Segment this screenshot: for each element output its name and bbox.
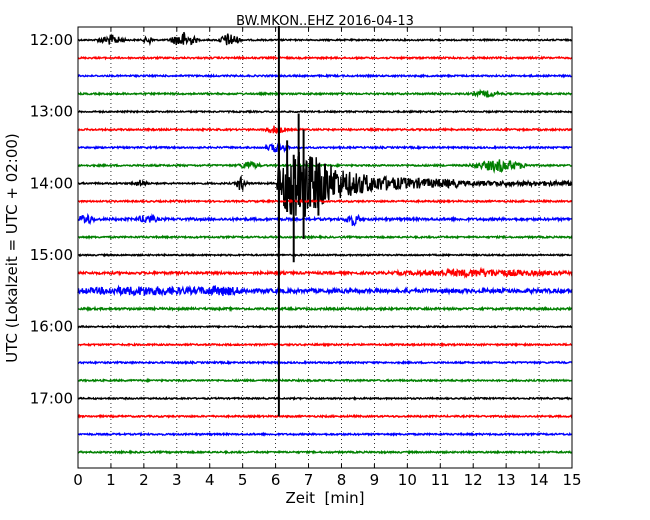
x-tick-label: 2 [139,471,149,489]
trace-row-1530 [77,284,573,297]
y-tick-label: 15:00 [30,246,73,264]
x-tick-label: 6 [271,471,281,489]
trace-row-1245 [77,88,573,99]
x-tick-label: 13 [497,471,516,489]
x-tick-label: 14 [530,471,549,489]
trace-row-1445 [77,234,573,241]
x-tick-label: 15 [562,471,581,489]
trace-row-1500 [77,252,573,258]
x-tick-label: 4 [205,471,215,489]
y-axis: 12:00 13:00 14:00 15:00 16:00 17:00 [30,31,572,407]
y-tick-label: 12:00 [30,31,73,49]
x-tick-label: 12 [464,471,483,489]
trace-row-1715 [77,413,573,419]
seismogram-traces [77,26,573,455]
plot-frame [77,26,573,469]
trace-row-1745 [77,449,573,455]
trace-row-1300 [77,109,573,115]
x-tick-label: 0 [73,471,83,489]
y-tick-label: 14:00 [30,174,73,192]
trace-row-1600 [77,324,573,330]
y-tick-label: 17:00 [30,389,73,407]
x-tick-label: 7 [304,471,314,489]
x-tick-label: 5 [238,471,248,489]
trace-row-1630 [77,359,573,366]
trace-row-1515 [77,266,573,279]
trace-row-1645 [77,377,573,384]
x-tick-label: 1 [106,471,116,489]
trace-row-1430 [77,212,573,227]
x-tick-label: 11 [431,471,450,489]
trace-row-1200 [77,31,573,47]
chart-title: BW.MKON..EHZ 2016-04-13 [236,14,414,29]
trace-row-1230 [77,73,573,79]
trace-row-1700 [77,395,573,401]
trace-row-1215 [77,55,573,61]
x-axis: 0 1 2 3 4 5 6 7 8 9 10 11 12 13 14 15 [73,27,582,489]
y-tick-label: 13:00 [30,103,73,121]
y-tick-label: 16:00 [30,318,73,336]
trace-row-1615 [77,341,573,348]
grid-lines [110,27,540,468]
x-tick-label: 8 [337,471,347,489]
trace-row-1415 [77,198,573,205]
x-axis-label: Zeit [min] [285,489,364,507]
x-tick-label: 9 [370,471,380,489]
trace-row-1330 [77,142,573,154]
trace-row-1730 [77,431,573,437]
trace-row-1545 [77,305,573,313]
trace-row-1315 [77,125,573,135]
x-tick-label: 3 [172,471,182,489]
y-axis-label: UTC (Lokalzeit = UTC + 02:00) [3,133,21,363]
x-tick-label: 10 [398,471,417,489]
